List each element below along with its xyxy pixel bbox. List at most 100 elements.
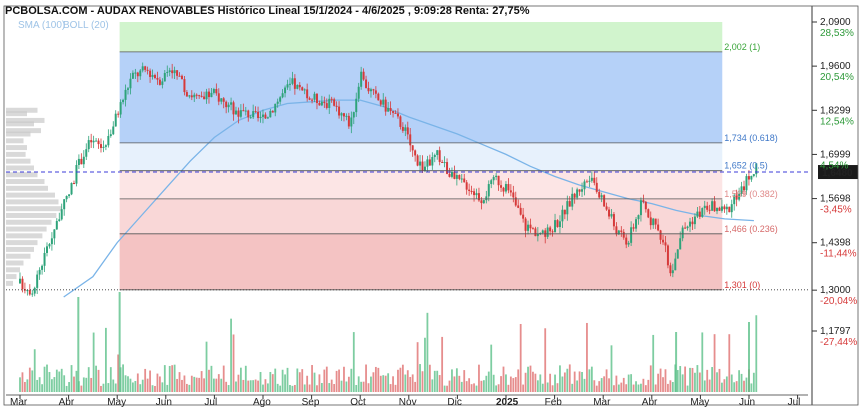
candle-body xyxy=(335,105,338,107)
volume-bar xyxy=(382,375,385,392)
candle-body xyxy=(468,189,471,192)
y-tick-pct: -27,44% xyxy=(820,337,857,348)
volume-bar xyxy=(222,365,225,392)
volume-bar xyxy=(279,385,282,392)
fib-label: 1,734 (0.618) xyxy=(724,133,778,143)
candle-body xyxy=(556,220,559,228)
volume-bar xyxy=(171,365,174,392)
candle-body xyxy=(107,136,110,146)
candle-body xyxy=(473,191,476,196)
volume-bar xyxy=(468,378,471,392)
volume-bar xyxy=(379,375,382,392)
volume-bar xyxy=(28,367,31,392)
volume-bar xyxy=(161,382,164,392)
volume-bar xyxy=(738,370,741,392)
candle-body xyxy=(232,102,235,115)
volume-bar xyxy=(627,374,630,392)
candle-body xyxy=(598,191,601,198)
candle-body xyxy=(41,265,44,270)
current-price-line: 1,6480 xyxy=(6,165,858,180)
candle-body xyxy=(276,101,279,104)
volume-bar xyxy=(259,371,262,392)
volume-bar xyxy=(549,373,552,392)
volume-bar xyxy=(114,383,117,392)
volume-bar xyxy=(266,383,269,392)
volume-bar xyxy=(151,385,154,392)
x-tick-label: Dic xyxy=(447,397,461,408)
volume-bar xyxy=(524,372,527,392)
x-tick-label: Abr xyxy=(59,397,75,408)
candle-body xyxy=(453,171,456,179)
volume-bar xyxy=(264,379,267,392)
candle-body xyxy=(352,112,355,118)
volume-bar xyxy=(350,368,353,392)
volume-bar xyxy=(60,368,63,392)
volume-bar xyxy=(131,382,134,392)
candle-body xyxy=(200,95,203,97)
candle-body xyxy=(357,86,360,99)
volume-bar xyxy=(230,318,232,392)
candle-body xyxy=(404,127,407,131)
candle-body xyxy=(286,84,289,88)
volume-bar xyxy=(534,373,537,392)
volume-bar xyxy=(583,378,586,392)
volume-bar xyxy=(262,384,264,392)
volume-bar xyxy=(330,379,333,392)
volume-bar xyxy=(576,380,579,392)
candle-body xyxy=(755,163,758,175)
volume-profile-bar xyxy=(6,280,13,286)
candle-body xyxy=(443,162,446,164)
volume-bar xyxy=(158,376,161,392)
candle-body xyxy=(50,238,53,245)
volume-bar xyxy=(404,374,407,392)
volume-bar xyxy=(441,336,444,392)
candle-body xyxy=(63,199,66,210)
candle-body xyxy=(291,78,294,84)
volume-bar xyxy=(578,371,581,392)
candle-body xyxy=(114,113,117,127)
volume-bar xyxy=(686,385,689,392)
volume-bar xyxy=(58,371,61,392)
volume-bar xyxy=(519,323,522,392)
volume-bar xyxy=(492,374,495,392)
candle-body xyxy=(82,156,85,165)
volume-bar xyxy=(733,382,736,392)
volume-bar xyxy=(620,382,623,392)
volume-bar xyxy=(421,371,424,392)
candle-body xyxy=(600,195,603,198)
volume-bar xyxy=(38,377,41,392)
candle-body xyxy=(686,226,689,229)
candle-body xyxy=(31,293,34,295)
volume-bar xyxy=(485,375,488,392)
volume-bar xyxy=(296,368,299,392)
candle-body xyxy=(102,146,105,148)
volume-bar xyxy=(190,375,193,392)
candle-body xyxy=(90,140,93,143)
candle-body xyxy=(379,100,382,105)
volume-bar xyxy=(595,385,598,392)
volume-bar xyxy=(225,381,228,392)
candle-body xyxy=(492,177,495,181)
volume-bar xyxy=(659,368,662,392)
volume-bar xyxy=(68,382,70,392)
candle-body xyxy=(374,90,377,94)
volume-bar xyxy=(73,376,75,392)
volume-bar xyxy=(195,377,198,392)
candle-body xyxy=(431,157,434,166)
candle-body xyxy=(517,205,520,208)
fib-zone xyxy=(119,198,723,234)
candle-body xyxy=(131,72,134,79)
volume-bar xyxy=(406,370,409,392)
candle-body xyxy=(738,193,741,200)
volume-profile-bar xyxy=(6,111,27,117)
volume-bar xyxy=(217,374,220,392)
x-tick-label: Ago xyxy=(253,397,271,408)
candle-body xyxy=(657,224,660,231)
volume-bar xyxy=(117,354,120,392)
candle-body xyxy=(75,165,78,184)
candle-body xyxy=(119,102,122,115)
candle-body xyxy=(622,231,625,238)
volume-bar xyxy=(105,327,107,392)
volume-bar xyxy=(347,376,350,392)
